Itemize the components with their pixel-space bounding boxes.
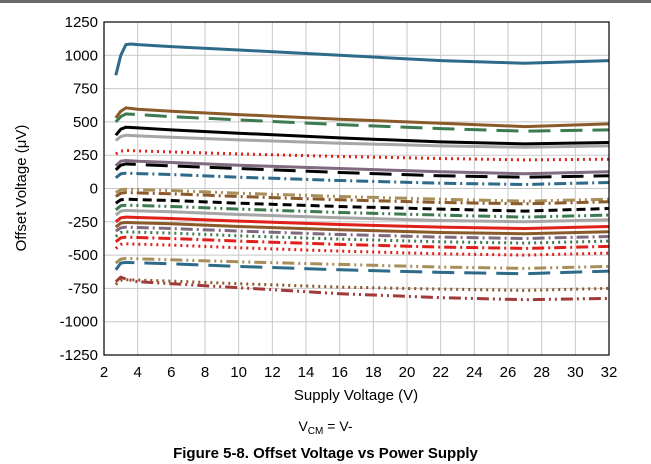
series-line-9: [114, 171, 610, 186]
x-tick-label: 24: [466, 364, 483, 381]
x-tick-label: 18: [365, 364, 382, 381]
vcm-suffix: = V-: [323, 418, 353, 434]
series-line-1: [114, 42, 610, 76]
x-tick-label: 4: [133, 364, 141, 381]
x-tick-label: 2: [100, 364, 108, 381]
x-tick-label: 26: [500, 364, 517, 381]
x-tick-label: 14: [298, 364, 315, 381]
x-tick-label: 12: [264, 364, 281, 381]
series-line-20: [114, 242, 610, 257]
series-line-5: [114, 133, 610, 149]
series-line-17: [114, 225, 610, 240]
x-tick-label: 6: [167, 364, 175, 381]
series-line-22: [114, 260, 610, 276]
x-tick-label: 32: [601, 364, 618, 381]
series-line-15: [114, 215, 610, 230]
y-tick-label: -750: [68, 280, 98, 297]
offset-voltage-chart: 2 4 6 8 10 12 14 16 18 20 22 24 26 28 30 32 12501000750…: [13, 14, 618, 404]
series-line-2: [114, 106, 610, 129]
x-tick-label: 28: [533, 364, 550, 381]
x-tick-label: 10: [230, 364, 247, 381]
series-line-12: [114, 197, 610, 213]
y-tick-label: -1250: [60, 347, 98, 364]
figure-caption: Figure 5-8. Offset Voltage vs Power Supp…: [173, 445, 478, 462]
vcm-annotation: VCM = V-: [0, 418, 651, 437]
series-line-8: [114, 162, 610, 179]
series-line-18: [114, 230, 610, 245]
y-tick-label: -250: [68, 214, 98, 231]
series-line-24: [114, 275, 610, 302]
series-line-14: [114, 209, 610, 224]
vcm-prefix: V: [298, 418, 308, 434]
top-rule: [0, 0, 651, 3]
y-tick-label: 1000: [65, 47, 98, 64]
series-line-21: [114, 256, 610, 270]
y-tick-label: 0: [90, 181, 98, 198]
series-line-11: [114, 191, 610, 206]
series-line-6: [115, 149, 610, 162]
series-line-3: [114, 112, 610, 133]
vcm-subscript: CM: [307, 426, 324, 437]
series-line-23: [114, 278, 610, 292]
series-line-10: [115, 187, 610, 203]
series-line-19: [114, 235, 610, 250]
series-line-13: [114, 203, 610, 219]
y-tick-label: -500: [68, 247, 98, 264]
series-layer: [114, 42, 610, 302]
y-tick-label: 1250: [65, 14, 98, 31]
y-tick-label: 500: [73, 114, 98, 131]
series-line-16: [114, 221, 610, 236]
x-tick-label: 22: [432, 364, 449, 381]
y-axis-label: Offset Voltage (μV): [13, 125, 30, 252]
series-line-4: [114, 125, 610, 146]
x-tick-label: 20: [399, 364, 416, 381]
y-tick-label: 750: [73, 81, 98, 98]
x-tick-label: 16: [331, 364, 348, 381]
series-line-7: [114, 159, 610, 176]
x-axis-label: Supply Voltage (V): [294, 387, 418, 404]
y-tick-label: -1000: [60, 314, 98, 331]
y-tick-label: 250: [73, 147, 98, 164]
x-tick-label: 8: [201, 364, 209, 381]
x-tick-label: 30: [567, 364, 584, 381]
y-tick-labels: 1250 1000 750 500 250 0 -250 -500 -750 -1000 -1250: [60, 14, 98, 364]
plot-border: [103, 21, 610, 356]
x-tick-labels: 2 4 6 8 10 12 14 16 18 20 22 24 26 28 30 32: [100, 364, 618, 381]
